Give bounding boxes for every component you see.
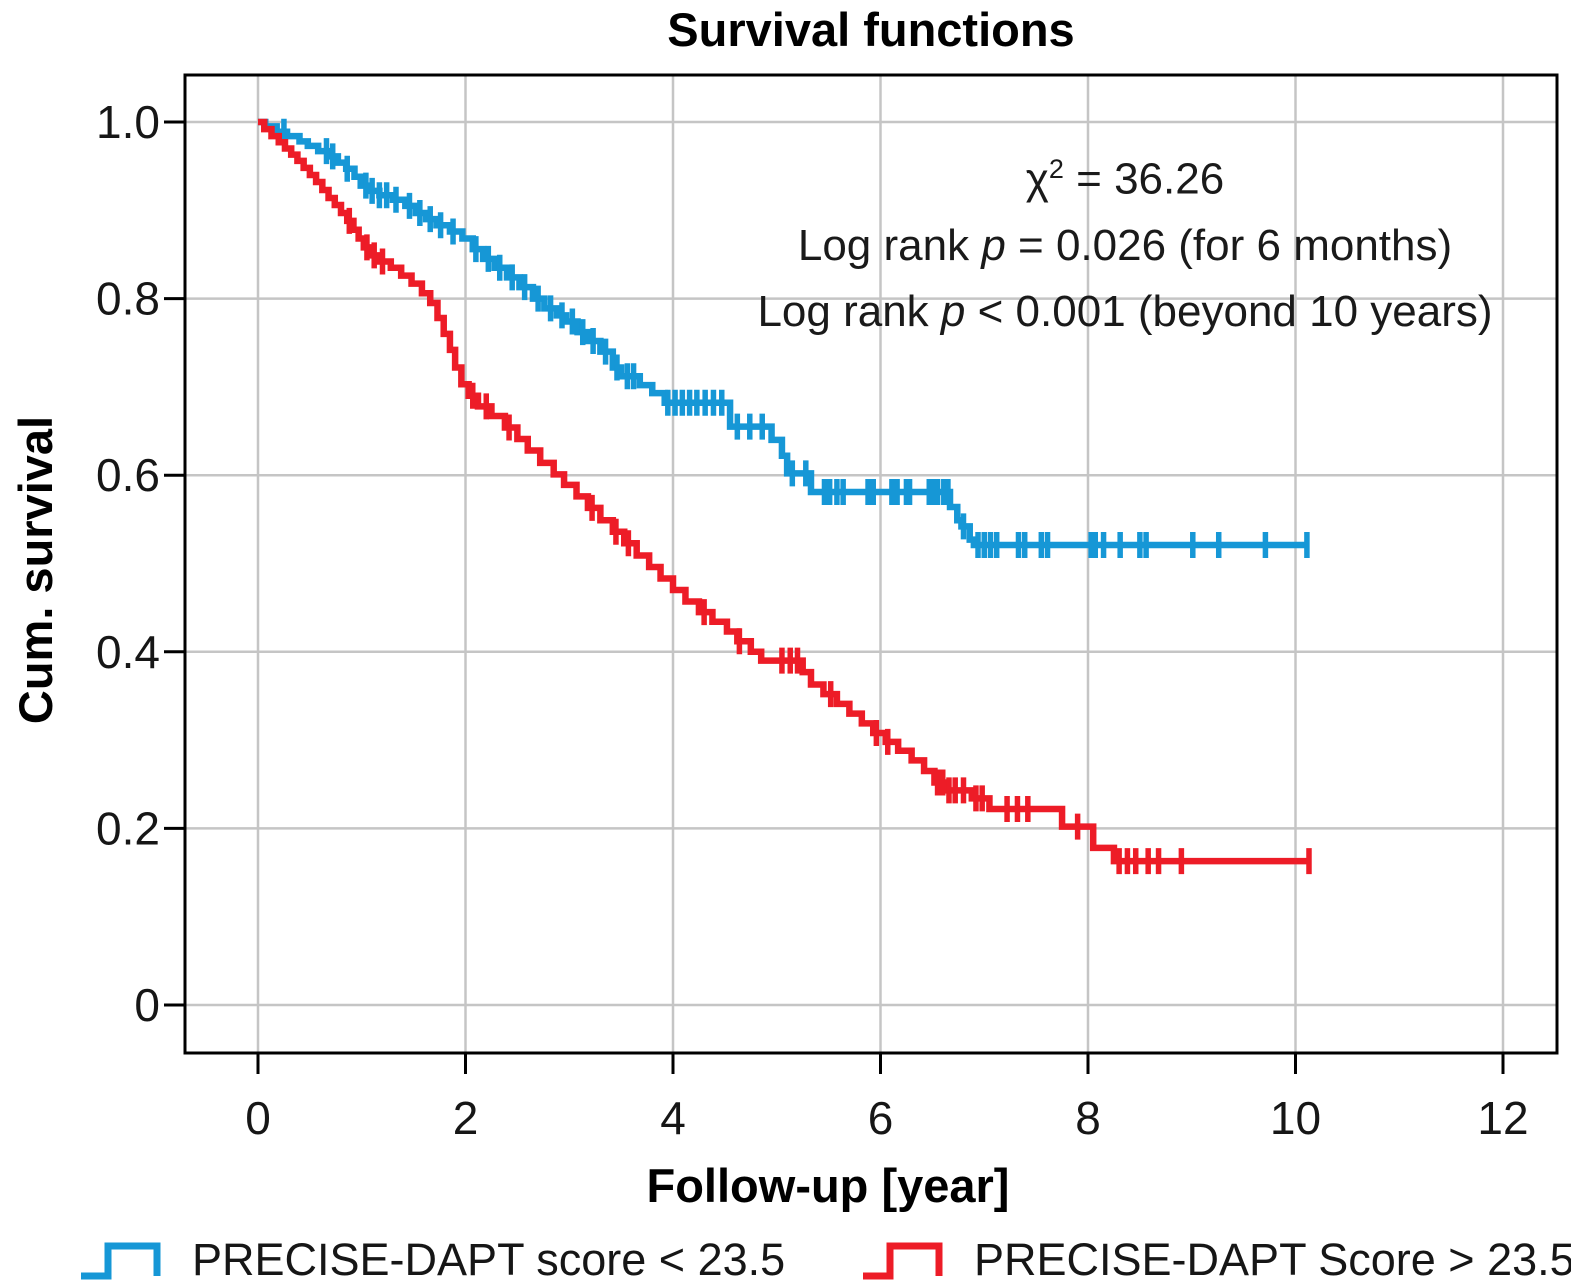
curve-series-1 bbox=[258, 118, 1309, 865]
y-axis-label: Cum. survival bbox=[9, 415, 62, 725]
y-tick-label-0: 0 bbox=[134, 979, 160, 1031]
legend-label-low-score: PRECISE-DAPT score < 23.5 bbox=[192, 1234, 786, 1285]
y-tick-label-0.4: 0.4 bbox=[96, 626, 160, 678]
y-tick-label-0.6: 0.6 bbox=[96, 449, 160, 501]
plot-frame bbox=[183, 73, 1559, 1055]
stats-annotation: χ2 = 36.26 Log rank p = 0.026 (for 6 mon… bbox=[695, 136, 1555, 345]
x-tick-label-6: 6 bbox=[868, 1092, 894, 1144]
censor-marks-series-1 bbox=[346, 207, 1312, 875]
legend-step-line-icon-blue bbox=[81, 1242, 161, 1280]
legend-item-low-score: PRECISE-DAPT score < 23.5 bbox=[78, 1234, 785, 1286]
x-tick-label-4: 4 bbox=[660, 1092, 686, 1144]
legend-label-high-score: PRECISE-DAPT Score > 23.5 bbox=[974, 1234, 1571, 1285]
x-tick-label-2: 2 bbox=[453, 1092, 479, 1144]
x-tick-label-12: 12 bbox=[1477, 1092, 1528, 1144]
legend-item-high-score: PRECISE-DAPT Score > 23.5 bbox=[860, 1234, 1571, 1286]
legend-step-line-icon-red bbox=[863, 1242, 943, 1280]
curve-series-0 bbox=[258, 118, 1308, 549]
log-rank-10-years-line: Log rank p < 0.001 (beyond 10 years) bbox=[757, 286, 1493, 336]
censor-marks-series-0 bbox=[281, 118, 1310, 558]
x-axis-label: Follow-up [year] bbox=[646, 1159, 1010, 1212]
y-tick-label-0.8: 0.8 bbox=[96, 273, 160, 325]
chart-title: Survival functions bbox=[667, 3, 1075, 56]
y-tick-label-1.0: 1.0 bbox=[96, 96, 160, 148]
chi-square-exponent: 2 bbox=[1048, 154, 1064, 184]
y-tick-label-0.2: 0.2 bbox=[96, 802, 160, 854]
x-tick-label-0: 0 bbox=[245, 1092, 271, 1144]
log-rank-6-months-line: Log rank p = 0.026 (for 6 months) bbox=[797, 220, 1453, 270]
x-tick-label-8: 8 bbox=[1075, 1092, 1101, 1144]
chi-square-line: χ2 = 36.26 bbox=[1025, 154, 1225, 204]
x-tick-label-10: 10 bbox=[1270, 1092, 1321, 1144]
